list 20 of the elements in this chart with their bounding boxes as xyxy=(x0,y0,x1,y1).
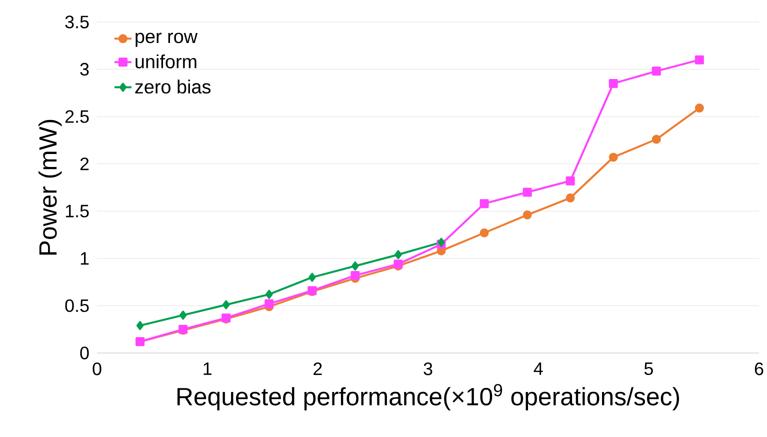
legend-label: uniform xyxy=(136,54,196,68)
x-axis-title: Requested performance(×10$^{9}$ operations/sec) xyxy=(177,384,680,410)
y-tick-label: 1.5 xyxy=(66,204,89,218)
y-tick-label: 1 xyxy=(80,252,89,265)
legend-label: zero bias xyxy=(135,80,211,94)
y-tick-label: 2.5 xyxy=(65,110,89,123)
y-axis-title: Power (mW) xyxy=(38,120,62,255)
x-tick-label: 0 xyxy=(92,362,102,376)
y-tick-label: 0.5 xyxy=(65,299,89,312)
y-tick-label: 2 xyxy=(80,158,89,170)
y-tick-label: 3 xyxy=(80,62,89,76)
x-tick-label: 6 xyxy=(754,362,764,376)
y-tick-label: 0 xyxy=(80,346,89,360)
x-tick-label: 4 xyxy=(534,362,543,375)
legend-label: per row xyxy=(136,32,198,47)
x-tick-label: 1 xyxy=(204,362,212,375)
x-tick-label: 2 xyxy=(314,362,322,376)
x-tick-label: 3 xyxy=(424,362,432,376)
y-tick-label: 3.5 xyxy=(65,16,89,28)
x-tick-label: 5 xyxy=(644,362,653,376)
